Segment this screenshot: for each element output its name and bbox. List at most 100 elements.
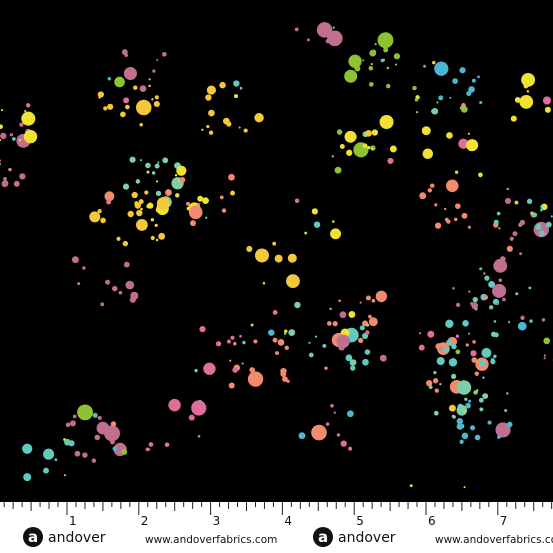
dot [362, 59, 365, 62]
dot [465, 402, 471, 409]
dot [456, 380, 472, 395]
ruler-number: 4 [284, 514, 292, 528]
dot [386, 83, 391, 89]
dot [21, 111, 36, 126]
dot [19, 173, 26, 180]
dot [226, 121, 232, 127]
dot [365, 129, 372, 137]
dot [535, 223, 542, 230]
dot [433, 370, 437, 375]
dot [239, 86, 243, 90]
dot [468, 399, 472, 403]
dot [0, 124, 3, 129]
dot [434, 222, 442, 229]
dot [427, 188, 433, 193]
dot [532, 212, 538, 218]
dot [461, 103, 466, 108]
dot [97, 91, 104, 98]
dot [272, 337, 278, 343]
dot [283, 332, 287, 335]
dot [451, 361, 455, 365]
dot [490, 358, 495, 363]
dot [282, 376, 288, 382]
dot [520, 315, 525, 320]
dot [344, 130, 357, 143]
dot [105, 279, 111, 285]
dot [272, 241, 277, 246]
dot [451, 373, 457, 379]
ruler [0, 502, 553, 553]
dot [194, 368, 198, 373]
dot [164, 442, 170, 448]
dot [386, 66, 390, 70]
dot [543, 337, 551, 345]
dot [196, 203, 200, 206]
dot [144, 190, 149, 195]
dot [378, 297, 384, 303]
dot [492, 283, 507, 298]
dot [272, 309, 278, 315]
dot [150, 217, 155, 222]
dot [446, 347, 449, 350]
dot [208, 130, 214, 135]
dot [25, 103, 31, 108]
dot [468, 332, 471, 335]
dot [74, 450, 81, 457]
dot [383, 47, 389, 53]
dot [82, 266, 86, 270]
dot [458, 138, 469, 149]
dot [325, 422, 330, 426]
dot [491, 331, 497, 337]
dot [347, 133, 351, 137]
dot [154, 163, 160, 169]
dot [364, 349, 371, 355]
ruler-number: 2 [141, 514, 149, 528]
dot [488, 280, 496, 288]
dot [529, 319, 533, 323]
dot [348, 311, 356, 318]
dot [371, 147, 374, 150]
dot [418, 344, 425, 351]
dot [97, 209, 102, 214]
dot [254, 113, 264, 123]
brand-url: www.andoverfabrics.com [435, 534, 553, 546]
dot [136, 219, 148, 231]
dot [339, 144, 345, 149]
logo: a [318, 528, 328, 546]
dot [364, 330, 370, 335]
dot [354, 65, 361, 72]
dot [277, 339, 285, 346]
dot [368, 65, 374, 71]
dot [153, 100, 160, 108]
dot [239, 334, 242, 338]
dot [359, 325, 365, 331]
dot [479, 267, 483, 271]
dot [465, 139, 479, 152]
ruler-number: 5 [356, 514, 364, 528]
dot [332, 220, 335, 223]
dot [125, 280, 135, 290]
dot [103, 106, 108, 111]
logo-badge [23, 527, 43, 547]
dot [359, 301, 362, 304]
dot [506, 421, 513, 428]
dot [206, 125, 210, 129]
dot [286, 274, 300, 289]
dot [439, 346, 443, 351]
dot [9, 133, 14, 137]
dot [156, 197, 170, 211]
dot [482, 350, 487, 355]
dot [54, 458, 58, 462]
dot [336, 433, 341, 437]
dot [488, 305, 494, 310]
dot [114, 76, 125, 88]
dot [504, 408, 508, 413]
dot [367, 145, 371, 150]
dot [506, 187, 509, 191]
dot [94, 434, 101, 441]
dot [247, 371, 264, 387]
dot [140, 159, 143, 162]
dot [350, 365, 356, 371]
dot [129, 296, 136, 303]
